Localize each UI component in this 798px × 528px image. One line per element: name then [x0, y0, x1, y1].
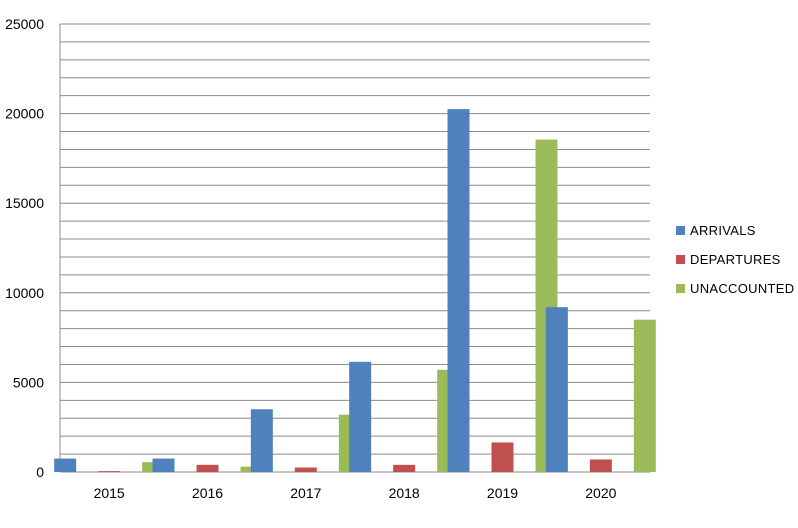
bar-departures-2020: [589, 459, 612, 472]
x-tick-label: 2020: [585, 485, 616, 501]
x-tick-label: 2018: [389, 485, 420, 501]
bar-arrivals-2019: [447, 109, 470, 473]
x-tick-label: 2015: [94, 485, 125, 501]
bar-departures-2016: [196, 464, 219, 472]
bar-departures-2018: [393, 464, 416, 472]
bar-arrivals-2020: [545, 307, 568, 472]
y-tick-label: 0: [36, 464, 44, 480]
y-tick-labels: 0 5000 10000 15000 20000 25000: [5, 16, 44, 480]
x-tick-label: 2017: [290, 485, 321, 501]
bar-departures-2017: [294, 467, 317, 472]
y-tick-label: 10000: [5, 285, 44, 301]
bar-departures-2019: [491, 442, 514, 472]
legend-swatch: [676, 284, 685, 293]
x-tick-labels: 2015 2016 2017 2018 2019 2020: [94, 485, 617, 501]
bar-departures-2015: [98, 471, 121, 472]
bar-unaccounted-2020: [633, 319, 656, 472]
x-tick-label: 2019: [487, 485, 518, 501]
legend-label: ARRIVALS: [690, 223, 756, 238]
legend-label: UNACCOUNTED: [690, 281, 794, 296]
legend: ARRIVALS DEPARTURES UNACCOUNTED: [676, 223, 794, 296]
y-tick-label: 15000: [5, 195, 44, 211]
legend-swatch: [676, 255, 685, 264]
y-tick-label: 25000: [5, 16, 44, 32]
legend-swatch: [676, 226, 685, 235]
bar-arrivals-2016: [152, 458, 175, 472]
y-tick-label: 5000: [13, 374, 44, 390]
bar-arrivals-2018: [349, 361, 372, 472]
bar-arrivals-2017: [250, 409, 273, 472]
bar-arrivals-2015: [54, 458, 77, 472]
x-tick-label: 2016: [192, 485, 223, 501]
legend-label: DEPARTURES: [690, 252, 781, 267]
bars: [54, 109, 656, 473]
y-tick-label: 20000: [5, 106, 44, 122]
